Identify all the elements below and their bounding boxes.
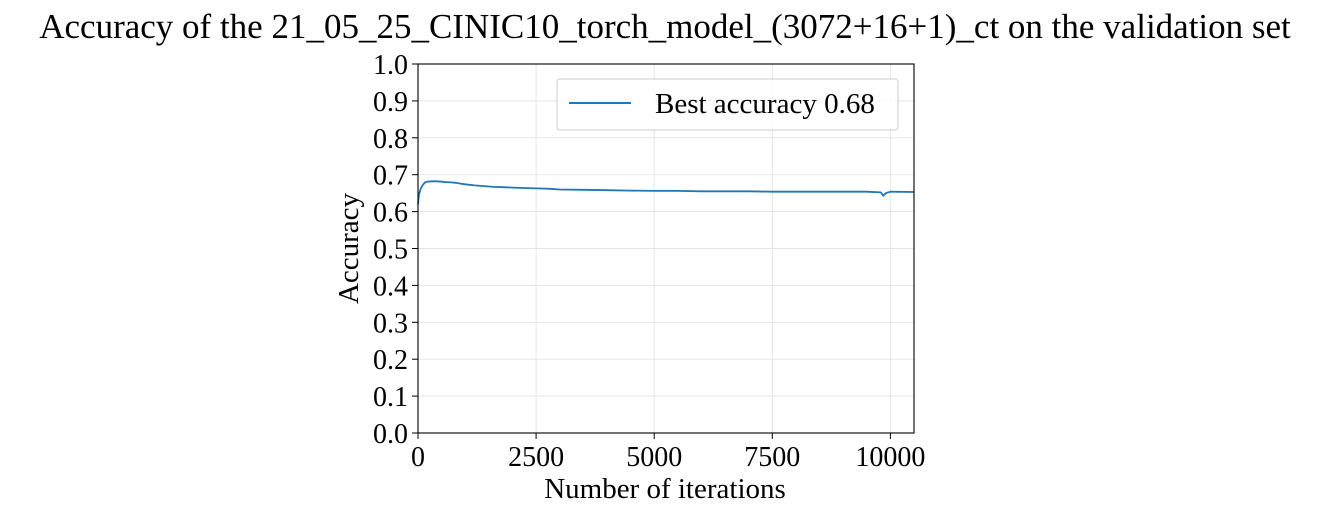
y-tick-label: 0.8	[373, 124, 408, 155]
y-tick-label: 0.7	[373, 161, 408, 192]
x-tick-label: 7500	[744, 442, 800, 473]
chart-title: Accuracy of the 21_05_25_CINIC10_torch_m…	[39, 7, 1291, 46]
y-tick-label: 0.1	[373, 382, 408, 413]
y-tick-label: 1.0	[373, 50, 408, 81]
y-tick-label: 0.6	[373, 198, 408, 229]
y-axis-label: Accuracy	[333, 192, 365, 304]
legend: Best accuracy 0.68	[556, 78, 899, 131]
legend-label: Best accuracy 0.68	[655, 88, 875, 120]
x-tick-label: 2500	[508, 442, 564, 473]
series-line	[417, 180, 915, 205]
y-axis: 0.0 0.1 0.2 0.3 0.4 0.5 0.6 0.7 0.8 0.9 1.0	[373, 50, 418, 450]
y-tick-label: 0.2	[373, 345, 408, 376]
y-tick-label: 0.0	[373, 419, 408, 450]
x-tick-label: 5000	[626, 442, 682, 473]
x-tick-label: 10000	[855, 442, 925, 473]
plot-area	[417, 180, 915, 205]
y-tick-label: 0.4	[373, 271, 408, 302]
y-tick-label: 0.3	[373, 308, 408, 339]
y-tick-label: 0.5	[373, 235, 408, 266]
x-axis: 0 2500 5000 7500 10000	[411, 433, 925, 473]
legend-box	[556, 78, 899, 131]
x-axis-label: Number of iterations	[544, 473, 786, 505]
y-tick-label: 0.9	[373, 87, 408, 118]
x-tick-label: 0	[411, 442, 425, 473]
